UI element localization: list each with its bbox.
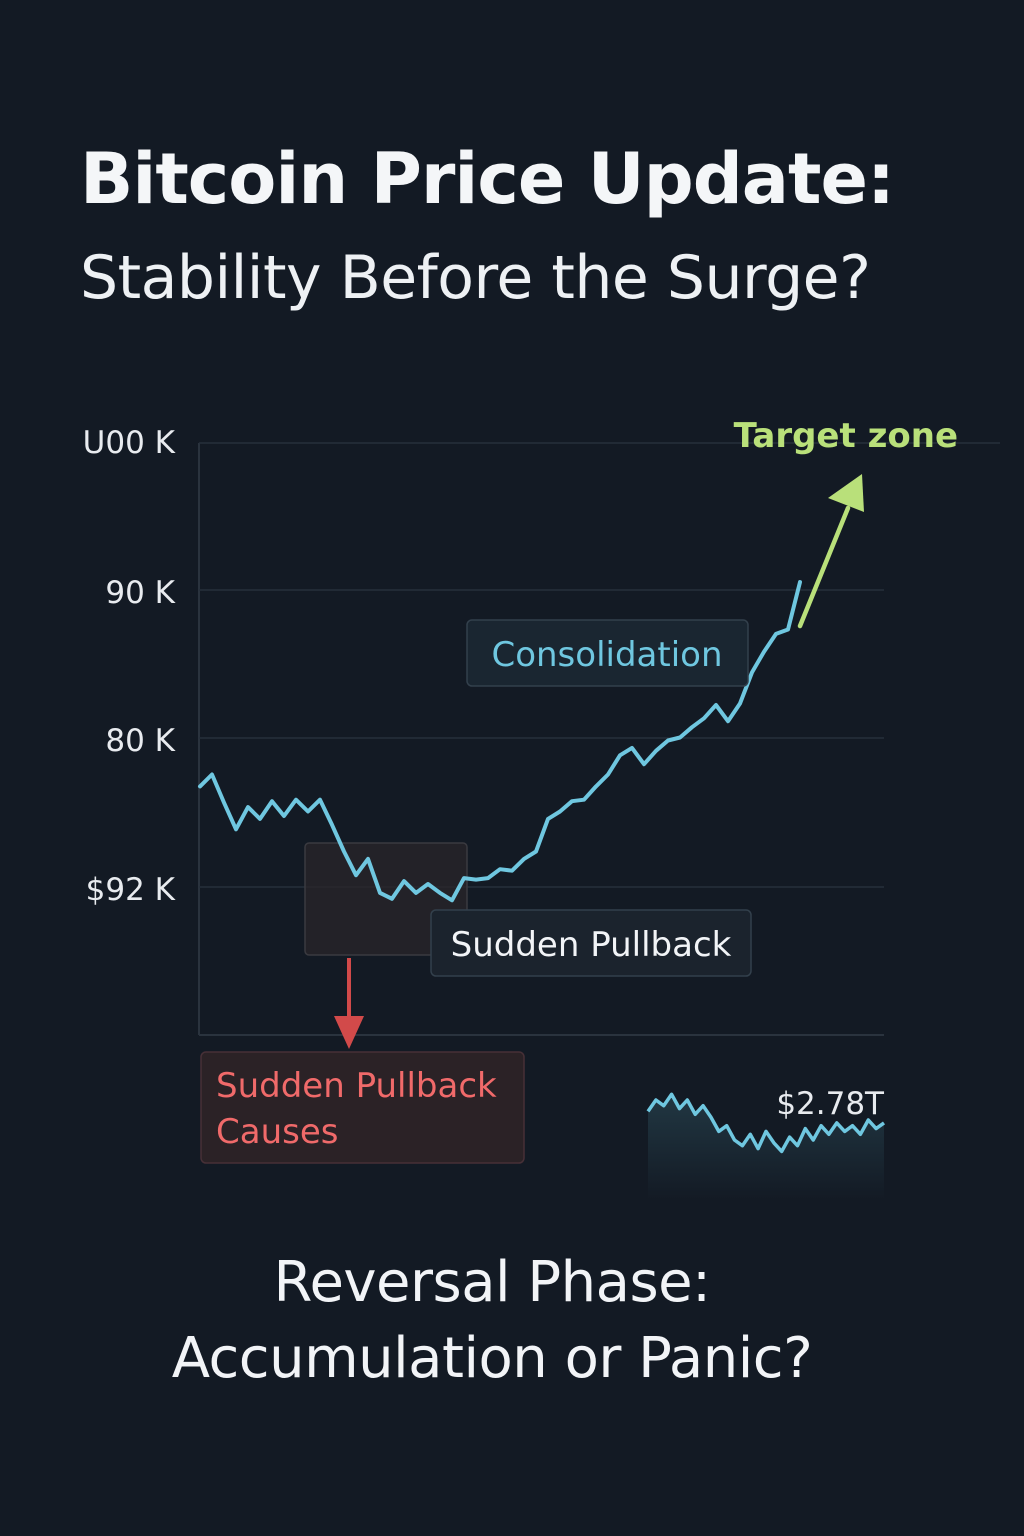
pullback-causes-label-line1: Sudden Pullback	[216, 1066, 497, 1106]
y-tick-label-2: 90 K	[105, 575, 175, 611]
market-cap-area	[648, 1094, 884, 1200]
footer-line-1: Reversal Phase:	[273, 1250, 711, 1315]
consolidation-label-box	[466, 619, 749, 687]
market-cap-value: $2.78T	[776, 1086, 885, 1122]
y-tick-label-3: 80 K	[105, 723, 175, 759]
price-series-line	[198, 580, 802, 903]
pullback-causes-label-line2: Causes	[216, 1112, 338, 1152]
pullback-arrow-head	[334, 1016, 364, 1049]
footer-line-2: Accumulation or Panic?	[171, 1326, 813, 1391]
target-zone-label: Target zone	[734, 416, 958, 456]
footer-caption: Reversal Phase: Accumulation or Panic?	[0, 1245, 984, 1397]
page-subtitle: Stability Before the Surge?	[80, 243, 871, 313]
consolidation-label: Consolidation	[491, 635, 722, 675]
pullback-causes-box	[200, 1051, 525, 1164]
market-cap-line	[646, 1092, 886, 1154]
page-title: Bitcoin Price Update:	[80, 138, 895, 220]
pullback-highlight-box	[304, 842, 468, 956]
target-arrow-head	[828, 474, 864, 512]
y-tick-label-1: U00 K	[83, 425, 176, 461]
sudden-pullback-label-box	[430, 909, 752, 977]
target-arrow-shaft	[797, 505, 851, 629]
y-tick-label-4: $92 K	[86, 872, 176, 908]
sudden-pullback-label: Sudden Pullback	[451, 925, 732, 965]
